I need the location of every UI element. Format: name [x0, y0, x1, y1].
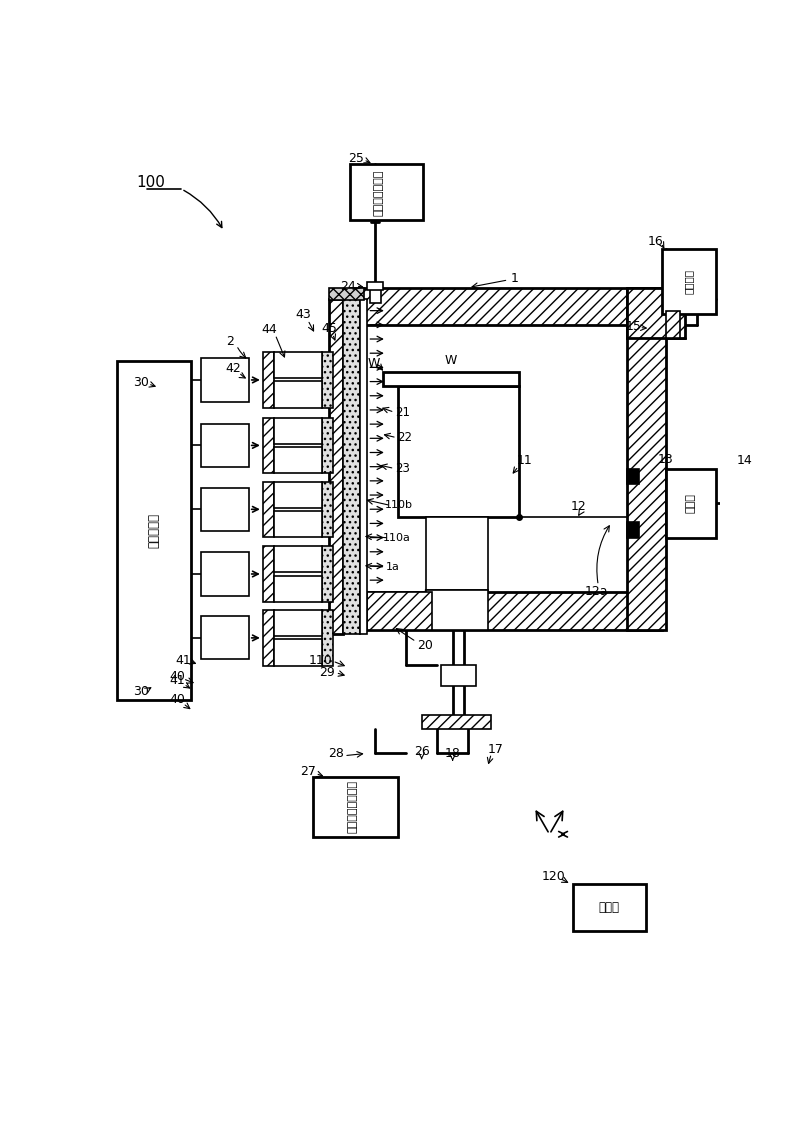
Text: 14: 14 [737, 455, 753, 467]
Text: 23: 23 [395, 461, 410, 475]
Bar [343, 299, 361, 634]
Bar [322, 418, 333, 473]
Text: 微波输出部: 微波输出部 [148, 513, 161, 547]
Text: 12: 12 [570, 500, 586, 513]
Bar [274, 447, 322, 473]
Text: 匹配器: 匹配器 [686, 493, 695, 513]
Text: W: W [367, 357, 380, 370]
Bar [361, 299, 366, 634]
Bar [262, 418, 274, 473]
Bar [262, 353, 274, 408]
Text: 15: 15 [626, 319, 641, 332]
Bar [383, 372, 518, 386]
Text: 控制部: 控制部 [598, 901, 620, 914]
Bar [330, 287, 363, 300]
Text: 40: 40 [170, 693, 186, 706]
Text: 110: 110 [308, 655, 332, 668]
Bar [422, 714, 491, 728]
Text: 13: 13 [658, 452, 674, 466]
Bar [370, 287, 381, 303]
Bar [313, 776, 398, 837]
Bar [356, 592, 662, 630]
Bar [322, 546, 333, 602]
Text: 44: 44 [261, 323, 277, 337]
Bar [322, 353, 333, 408]
Bar [426, 590, 487, 630]
Bar [426, 518, 487, 590]
Bar [274, 381, 322, 408]
Bar [274, 353, 322, 378]
Text: 120: 120 [542, 870, 566, 883]
Text: 等离子气体供给源: 等离子气体供给源 [348, 780, 358, 834]
Bar [274, 576, 322, 602]
Text: 27: 27 [300, 765, 316, 777]
Bar [322, 610, 333, 665]
Text: 1a: 1a [386, 562, 400, 572]
Bar [627, 468, 638, 484]
Bar [441, 665, 476, 686]
Bar [274, 418, 322, 444]
Text: 45: 45 [322, 322, 338, 334]
Bar [274, 639, 322, 665]
Text: 40: 40 [170, 670, 186, 682]
Bar [627, 287, 685, 338]
Text: 41: 41 [170, 673, 186, 687]
Bar [367, 282, 383, 290]
Bar [274, 511, 322, 537]
Text: 110b: 110b [384, 500, 412, 511]
Text: 2: 2 [226, 335, 234, 348]
Bar [356, 287, 662, 324]
Text: 41: 41 [176, 655, 191, 668]
Text: 110a: 110a [383, 532, 410, 543]
Bar [366, 592, 433, 630]
Text: 29: 29 [319, 666, 335, 679]
Text: 16: 16 [648, 235, 663, 247]
Bar [201, 488, 249, 531]
Text: 12a: 12a [584, 585, 608, 598]
Text: 100: 100 [136, 174, 165, 190]
Bar [322, 482, 333, 537]
Text: 30: 30 [133, 376, 149, 389]
Text: 11: 11 [517, 455, 533, 467]
Bar [201, 552, 249, 595]
Bar [262, 610, 274, 665]
Bar [666, 310, 680, 338]
Text: 20: 20 [418, 639, 434, 653]
Bar [398, 386, 518, 518]
Bar [274, 546, 322, 572]
Bar [666, 468, 716, 538]
Bar [350, 165, 423, 220]
Bar [201, 358, 249, 402]
Text: 21: 21 [394, 405, 410, 419]
Text: 1: 1 [510, 271, 518, 285]
Text: 17: 17 [487, 743, 503, 756]
Text: 25: 25 [348, 152, 364, 166]
Bar [274, 610, 322, 637]
Text: 43: 43 [295, 308, 311, 321]
Bar [627, 287, 666, 630]
Text: 22: 22 [397, 432, 412, 444]
Bar [573, 884, 646, 931]
Bar [662, 250, 716, 315]
Text: 处理气体供给源: 处理气体供给源 [374, 169, 384, 216]
Bar [117, 361, 190, 700]
Text: 18: 18 [445, 747, 461, 760]
Text: 26: 26 [414, 745, 430, 758]
Bar [262, 546, 274, 602]
Text: 28: 28 [329, 747, 344, 760]
Bar [274, 482, 322, 507]
Text: 42: 42 [226, 362, 241, 374]
Bar [201, 424, 249, 467]
Text: 24: 24 [340, 279, 356, 292]
Text: 30: 30 [133, 686, 149, 698]
Bar [201, 616, 249, 660]
Bar [627, 522, 638, 538]
Text: 排气装置: 排气装置 [684, 269, 694, 294]
Bar [262, 482, 274, 537]
Text: W: W [445, 354, 457, 368]
Bar [330, 299, 343, 634]
